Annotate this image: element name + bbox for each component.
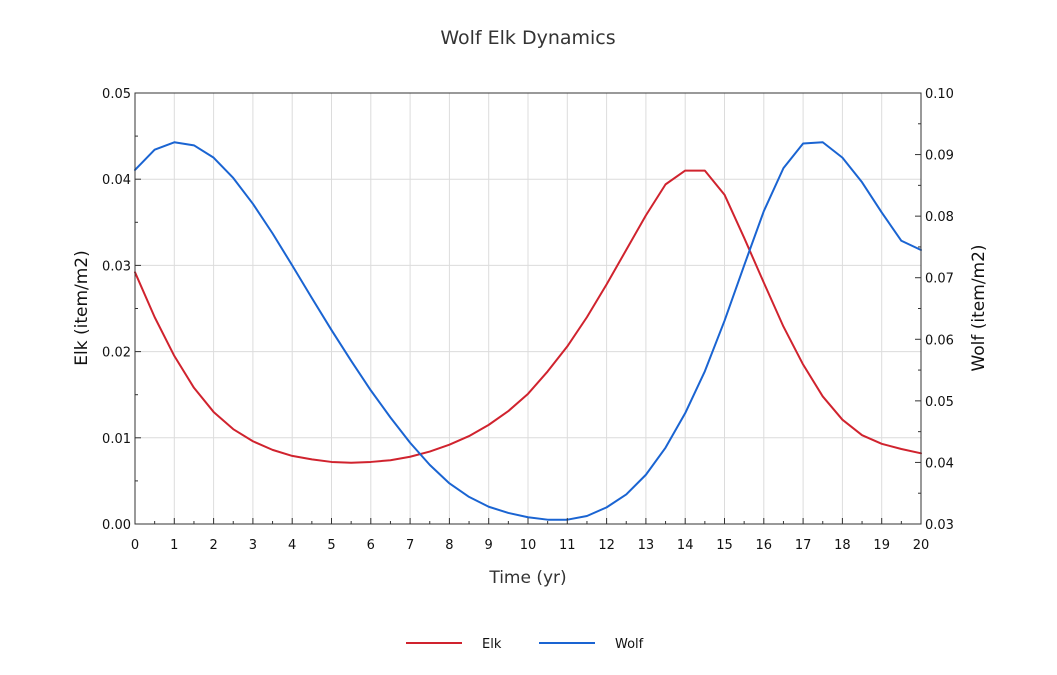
x-tick-label: 17: [795, 538, 812, 553]
y-axis-right-label: Wolf (item/m2): [969, 244, 989, 371]
y-tick-label-right: 0.03: [925, 518, 954, 533]
x-tick-label: 1: [170, 538, 178, 553]
y-tick-label-right: 0.06: [925, 333, 954, 348]
y-tick-label-left: 0.01: [102, 432, 131, 447]
x-tick-label: 12: [598, 538, 615, 553]
y-tick-label-left: 0.00: [102, 518, 131, 533]
x-tick-label: 11: [559, 538, 576, 553]
y-tick-label-right: 0.04: [925, 456, 954, 471]
x-axis-label: Time (yr): [488, 568, 566, 588]
x-tick-label: 7: [406, 538, 414, 553]
y-axis-left-label: Elk (item/m2): [72, 250, 92, 366]
tick-label-layer: 0 1 2 3 4 5 6 7 8 9 10 11 12 13 14 15 16 17 18 19 200.000.01…: [102, 87, 954, 553]
x-tick-label: 15: [716, 538, 733, 553]
x-tick-label: 5: [327, 538, 335, 553]
legend: Elk Wolf: [406, 637, 644, 652]
y-tick-label-left: 0.04: [102, 173, 131, 188]
chart-title: Wolf Elk Dynamics: [440, 27, 615, 49]
x-tick-label: 20: [913, 538, 930, 553]
x-tick-label: 2: [209, 538, 217, 553]
axis-layer: [134, 92, 922, 525]
legend-label-wolf: Wolf: [615, 637, 644, 652]
x-tick-label: 0: [131, 538, 139, 553]
x-tick-label: 3: [249, 538, 257, 553]
y-tick-label-left: 0.05: [102, 87, 131, 102]
x-tick-label: 9: [485, 538, 493, 553]
x-tick-label: 8: [445, 538, 453, 553]
x-tick-label: 14: [677, 538, 694, 553]
series-line-elk: [134, 169, 922, 464]
y-tick-label-right: 0.10: [925, 87, 954, 102]
y-tick-label-left: 0.02: [102, 346, 131, 361]
grid-layer: [135, 93, 921, 524]
legend-label-elk: Elk: [482, 637, 502, 652]
plot-layer: [134, 141, 922, 521]
x-tick-label: 10: [520, 538, 537, 553]
series-line-wolf: [134, 141, 922, 521]
x-tick-label: 13: [638, 538, 655, 553]
y-tick-label-right: 0.09: [925, 149, 954, 164]
y-tick-label-left: 0.03: [102, 259, 131, 274]
x-tick-label: 16: [756, 538, 773, 553]
x-tick-label: 18: [834, 538, 851, 553]
y-tick-label-right: 0.08: [925, 210, 954, 225]
y-tick-label-right: 0.05: [925, 395, 954, 410]
x-tick-label: 4: [288, 538, 296, 553]
y-tick-label-right: 0.07: [925, 272, 954, 287]
x-tick-label: 6: [367, 538, 375, 553]
x-tick-label: 19: [873, 538, 890, 553]
